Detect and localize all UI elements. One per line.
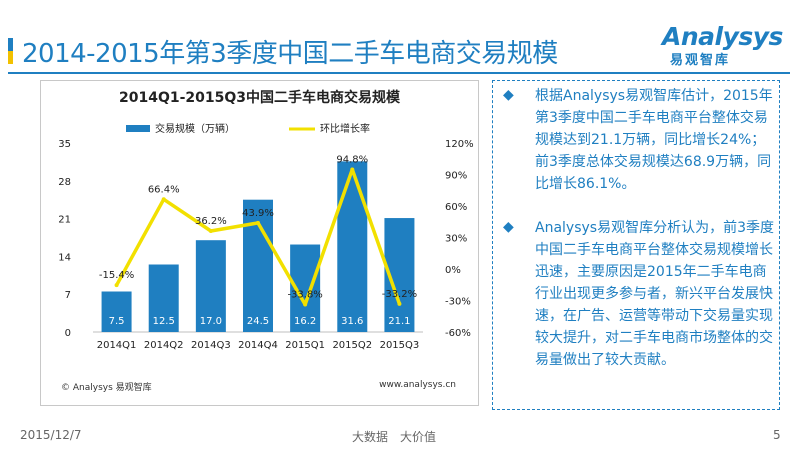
left-axis-tick-label: 28 (58, 177, 71, 188)
x-tick-label: 2014Q2 (144, 340, 184, 351)
growth-value-label: 94.8% (336, 154, 368, 165)
bullet-diamond-icon: ◆ (503, 87, 514, 103)
combo-chart: 交易规模（万辆） 环比增长率 0 7 14 21 28 35 -60% -30% 0% 30% 60% 9… (58, 122, 474, 351)
x-tick-label: 2015Q3 (380, 340, 420, 351)
legend-label-line: 环比增长率 (320, 122, 370, 135)
right-axis-tick-label: 0% (445, 265, 461, 276)
chart-panel: 2014Q1-2015Q3中国二手车电商交易规模 交易规模（万辆） 环比增长率 0 7… (40, 80, 479, 406)
legend-swatch-bar (126, 125, 150, 132)
left-axis-tick-label: 7 (65, 290, 71, 301)
x-tick-label: 2015Q2 (332, 340, 372, 351)
x-tick-label: 2015Q1 (285, 340, 325, 351)
bar-value-label: 12.5 (153, 316, 175, 327)
bar-value-label: 21.1 (388, 316, 410, 327)
page-number: 5 (773, 428, 781, 442)
growth-point-2014Q3 (208, 228, 213, 233)
left-axis-tick-label: 14 (58, 252, 71, 263)
right-axis-tick-label: 60% (445, 202, 467, 213)
growth-value-label: 36.2% (195, 216, 227, 227)
legend-label-bar: 交易规模（万辆） (155, 122, 235, 135)
growth-value-label: -33.8% (287, 289, 322, 300)
insight-paragraph-1: 根据Analysys易观智库估计，2015年第3季度中国二手车电商平台整体交易规… (535, 88, 773, 192)
x-tick-label: 2014Q3 (191, 340, 231, 351)
growth-point-2015Q3 (397, 301, 402, 306)
insights-panel: ◆ 根据Analysys易观智库估计，2015年第3季度中国二手车电商平台整体交… (492, 80, 780, 410)
right-axis-tick-label: 30% (445, 234, 467, 245)
right-axis-tick-label: -30% (445, 297, 471, 308)
bar-2014Q4 (243, 199, 273, 332)
right-axis-tick-label: -60% (445, 328, 471, 339)
left-axis-tick-label: 35 (58, 139, 71, 150)
bar-value-label: 17.0 (200, 316, 222, 327)
bar-value-label: 7.5 (109, 316, 125, 327)
bar-2014Q1 (101, 291, 132, 332)
right-axis-tick-label: 120% (445, 139, 474, 150)
x-tick-label: 2014Q1 (97, 340, 137, 351)
left-axis-tick-label: 21 (58, 215, 71, 226)
growth-point-2014Q2 (161, 197, 166, 202)
bar-2014Q2 (148, 264, 179, 332)
bar-2015Q2 (337, 161, 368, 332)
growth-point-2014Q1 (114, 283, 119, 288)
bullet-diamond-icon: ◆ (503, 219, 514, 235)
chart-source-left: © Analysys 易观智库 (61, 383, 152, 393)
growth-point-2015Q2 (350, 167, 355, 172)
insight-paragraph-2: Analysys易观智库分析认为，前3季度中国二手车电商平台整体交易规模增长迅速… (535, 220, 774, 368)
footer-tagline: 大数据 大价值 (352, 430, 437, 444)
bar-value-label: 16.2 (294, 316, 316, 327)
analysys-logo: Analysys 易观智库 (650, 22, 783, 74)
bar-value-label: 24.5 (247, 316, 269, 327)
growth-value-label: -33.2% (382, 289, 417, 300)
growth-point-2014Q4 (256, 220, 260, 225)
bar-value-label: 31.6 (341, 316, 363, 327)
chart-source-right: www.analysys.cn (379, 380, 456, 390)
page-title: 2014-2015年第3季度中国二手车电商交易规模 (22, 39, 558, 69)
logo-wordmark: Analysys (662, 22, 783, 51)
bar-2014Q3 (195, 240, 226, 332)
title-accent-bar (8, 38, 13, 64)
logo-subtitle: 易观智库 (670, 53, 731, 68)
growth-value-label: -15.4% (99, 270, 134, 281)
left-axis-tick-label: 0 (65, 328, 71, 339)
footer-date: 2015/12/7 (20, 428, 82, 442)
x-tick-label: 2014Q4 (238, 340, 278, 351)
growth-value-label: 66.4% (148, 184, 180, 195)
growth-value-label: 43.9% (242, 208, 274, 219)
header-divider (8, 72, 790, 74)
chart-title: 2014Q1-2015Q3中国二手车电商交易规模 (118, 90, 401, 106)
growth-point-2015Q1 (303, 302, 308, 307)
right-axis-tick-label: 90% (445, 171, 467, 182)
